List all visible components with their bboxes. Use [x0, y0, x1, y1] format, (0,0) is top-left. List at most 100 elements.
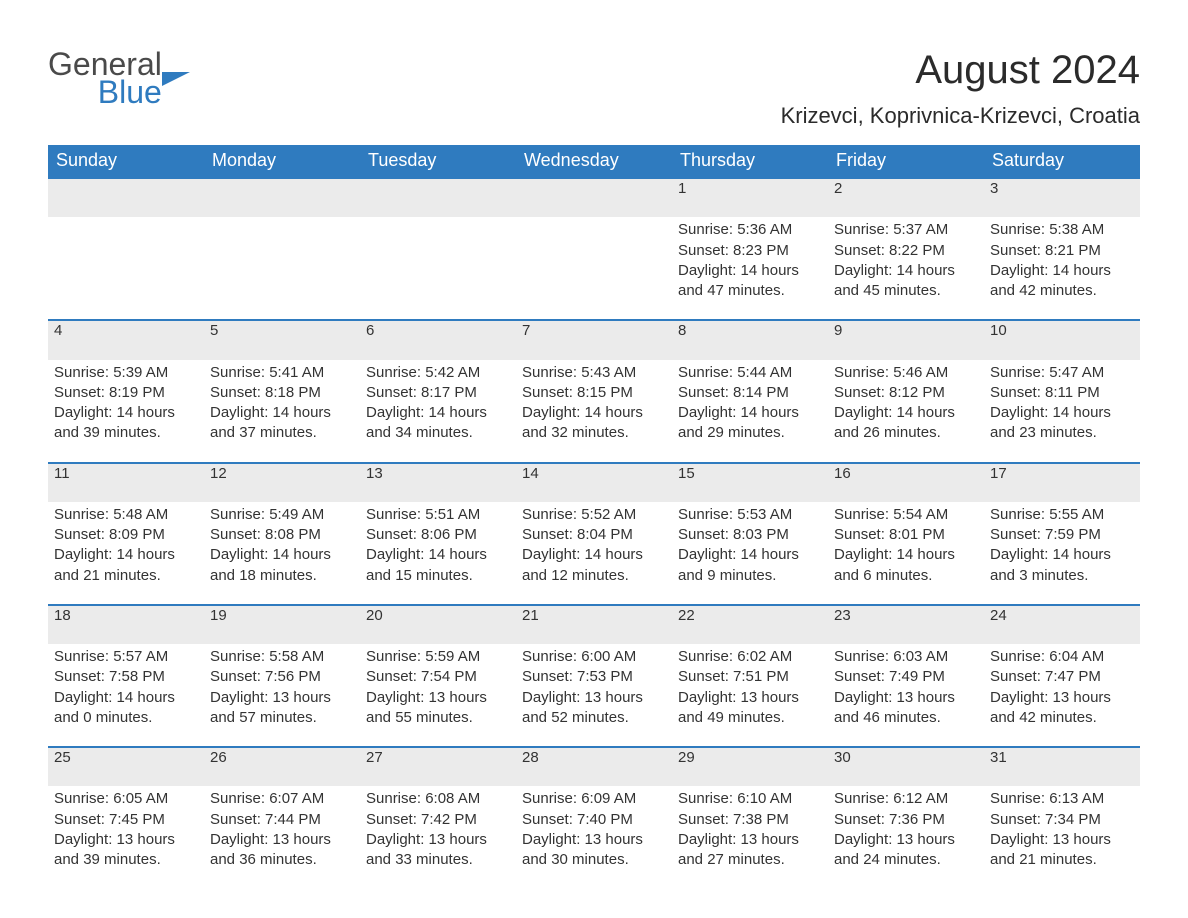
day-sunset: Sunset: 8:11 PM [990, 383, 1134, 403]
day-day1: Daylight: 13 hours [834, 688, 978, 708]
day-detail-cell: Sunrise: 6:13 AMSunset: 7:34 PMDaylight:… [984, 786, 1140, 888]
day-day2: and 39 minutes. [54, 423, 198, 443]
day-detail-row: Sunrise: 6:05 AMSunset: 7:45 PMDaylight:… [48, 786, 1140, 888]
day-detail-cell: Sunrise: 6:09 AMSunset: 7:40 PMDaylight:… [516, 786, 672, 888]
day-sunset: Sunset: 7:38 PM [678, 810, 822, 830]
day-day2: and 27 minutes. [678, 850, 822, 870]
weekday-header: Thursday [672, 145, 828, 178]
brand-logo: General Blue [48, 48, 190, 108]
day-day1: Daylight: 13 hours [990, 830, 1134, 850]
day-detail-cell: Sunrise: 6:04 AMSunset: 7:47 PMDaylight:… [984, 644, 1140, 747]
day-sunset: Sunset: 8:18 PM [210, 383, 354, 403]
day-day1: Daylight: 13 hours [678, 830, 822, 850]
day-number-cell: 4 [48, 320, 204, 359]
day-day2: and 34 minutes. [366, 423, 510, 443]
day-day2: and 23 minutes. [990, 423, 1134, 443]
day-detail-cell: Sunrise: 5:47 AMSunset: 8:11 PMDaylight:… [984, 360, 1140, 463]
day-detail-cell: Sunrise: 5:39 AMSunset: 8:19 PMDaylight:… [48, 360, 204, 463]
day-number-cell: 16 [828, 463, 984, 502]
brand-text: General Blue [48, 48, 162, 108]
day-number-cell: 1 [672, 178, 828, 217]
day-detail-cell: Sunrise: 6:08 AMSunset: 7:42 PMDaylight:… [360, 786, 516, 888]
day-number-cell: 27 [360, 747, 516, 786]
day-detail-cell: Sunrise: 5:44 AMSunset: 8:14 PMDaylight:… [672, 360, 828, 463]
day-day2: and 52 minutes. [522, 708, 666, 728]
day-sunset: Sunset: 8:23 PM [678, 241, 822, 261]
day-detail-cell: Sunrise: 5:46 AMSunset: 8:12 PMDaylight:… [828, 360, 984, 463]
day-day1: Daylight: 13 hours [522, 688, 666, 708]
day-sunset: Sunset: 7:58 PM [54, 667, 198, 687]
day-sunset: Sunset: 8:17 PM [366, 383, 510, 403]
day-day2: and 42 minutes. [990, 281, 1134, 301]
day-number-cell: 3 [984, 178, 1140, 217]
day-day2: and 33 minutes. [366, 850, 510, 870]
day-sunrise: Sunrise: 5:36 AM [678, 220, 822, 240]
day-sunrise: Sunrise: 6:07 AM [210, 789, 354, 809]
day-number-cell: 28 [516, 747, 672, 786]
day-number-cell: 17 [984, 463, 1140, 502]
day-day2: and 12 minutes. [522, 566, 666, 586]
day-number-cell: 15 [672, 463, 828, 502]
day-number-cell: 19 [204, 605, 360, 644]
day-number-cell: 8 [672, 320, 828, 359]
day-day2: and 15 minutes. [366, 566, 510, 586]
day-number-cell: 22 [672, 605, 828, 644]
day-detail-cell: Sunrise: 5:48 AMSunset: 8:09 PMDaylight:… [48, 502, 204, 605]
day-sunset: Sunset: 7:59 PM [990, 525, 1134, 545]
day-number-cell: 29 [672, 747, 828, 786]
day-detail-cell: Sunrise: 5:58 AMSunset: 7:56 PMDaylight:… [204, 644, 360, 747]
day-number-cell: 6 [360, 320, 516, 359]
day-day1: Daylight: 14 hours [522, 545, 666, 565]
day-sunset: Sunset: 8:08 PM [210, 525, 354, 545]
day-day1: Daylight: 14 hours [834, 261, 978, 281]
day-sunrise: Sunrise: 6:02 AM [678, 647, 822, 667]
day-detail-cell: Sunrise: 5:52 AMSunset: 8:04 PMDaylight:… [516, 502, 672, 605]
day-day2: and 26 minutes. [834, 423, 978, 443]
day-number-cell: 21 [516, 605, 672, 644]
day-detail-cell [360, 217, 516, 320]
day-sunset: Sunset: 7:56 PM [210, 667, 354, 687]
day-detail-cell [516, 217, 672, 320]
day-sunset: Sunset: 8:19 PM [54, 383, 198, 403]
day-sunrise: Sunrise: 5:39 AM [54, 363, 198, 383]
day-sunrise: Sunrise: 5:54 AM [834, 505, 978, 525]
day-detail-cell: Sunrise: 5:42 AMSunset: 8:17 PMDaylight:… [360, 360, 516, 463]
day-detail-cell: Sunrise: 5:59 AMSunset: 7:54 PMDaylight:… [360, 644, 516, 747]
day-detail-cell: Sunrise: 6:02 AMSunset: 7:51 PMDaylight:… [672, 644, 828, 747]
day-day2: and 45 minutes. [834, 281, 978, 301]
day-number-cell: 11 [48, 463, 204, 502]
day-sunrise: Sunrise: 5:55 AM [990, 505, 1134, 525]
day-number-row: 18192021222324 [48, 605, 1140, 644]
day-day1: Daylight: 13 hours [210, 830, 354, 850]
day-day1: Daylight: 14 hours [522, 403, 666, 423]
brand-triangle-icon [162, 72, 190, 86]
day-number-cell: 14 [516, 463, 672, 502]
day-number-cell: 23 [828, 605, 984, 644]
day-detail-row: Sunrise: 5:36 AMSunset: 8:23 PMDaylight:… [48, 217, 1140, 320]
day-day2: and 47 minutes. [678, 281, 822, 301]
day-number-cell: 26 [204, 747, 360, 786]
day-sunset: Sunset: 8:22 PM [834, 241, 978, 261]
day-number-cell: 25 [48, 747, 204, 786]
day-detail-cell: Sunrise: 6:12 AMSunset: 7:36 PMDaylight:… [828, 786, 984, 888]
day-detail-cell: Sunrise: 5:54 AMSunset: 8:01 PMDaylight:… [828, 502, 984, 605]
day-day1: Daylight: 14 hours [990, 545, 1134, 565]
day-number-row: 45678910 [48, 320, 1140, 359]
day-detail-cell [204, 217, 360, 320]
day-day2: and 18 minutes. [210, 566, 354, 586]
day-day1: Daylight: 13 hours [522, 830, 666, 850]
day-day2: and 6 minutes. [834, 566, 978, 586]
day-day1: Daylight: 14 hours [54, 403, 198, 423]
day-sunrise: Sunrise: 6:08 AM [366, 789, 510, 809]
day-day2: and 30 minutes. [522, 850, 666, 870]
day-sunset: Sunset: 8:03 PM [678, 525, 822, 545]
day-detail-cell: Sunrise: 5:49 AMSunset: 8:08 PMDaylight:… [204, 502, 360, 605]
day-detail-cell: Sunrise: 6:03 AMSunset: 7:49 PMDaylight:… [828, 644, 984, 747]
day-detail-cell: Sunrise: 5:36 AMSunset: 8:23 PMDaylight:… [672, 217, 828, 320]
day-detail-row: Sunrise: 5:57 AMSunset: 7:58 PMDaylight:… [48, 644, 1140, 747]
day-day1: Daylight: 14 hours [834, 403, 978, 423]
day-day1: Daylight: 14 hours [678, 261, 822, 281]
weekday-header: Tuesday [360, 145, 516, 178]
day-day2: and 49 minutes. [678, 708, 822, 728]
day-detail-row: Sunrise: 5:48 AMSunset: 8:09 PMDaylight:… [48, 502, 1140, 605]
